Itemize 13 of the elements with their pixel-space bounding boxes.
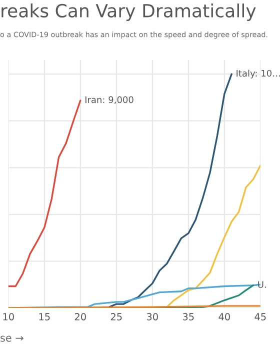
annotation: U. [258, 281, 266, 288]
x-axis-title: se → [0, 336, 24, 342]
annotation: Italy: 10… [236, 70, 280, 78]
x-tick-label: 35 [182, 313, 194, 320]
x-tick-label: 25 [110, 313, 122, 320]
chart-title: reaks Can Vary Dramatically [2, 4, 256, 22]
x-tick-label: 20 [74, 313, 86, 320]
annotation: Iran: 9,000 [85, 96, 134, 104]
x-tick-label: 10 [3, 313, 14, 320]
x-tick-label: 40 [218, 313, 230, 320]
x-tick-label: 45 [254, 313, 266, 320]
x-tick-label: 15 [39, 313, 50, 320]
x-tick-label: 30 [146, 313, 158, 320]
